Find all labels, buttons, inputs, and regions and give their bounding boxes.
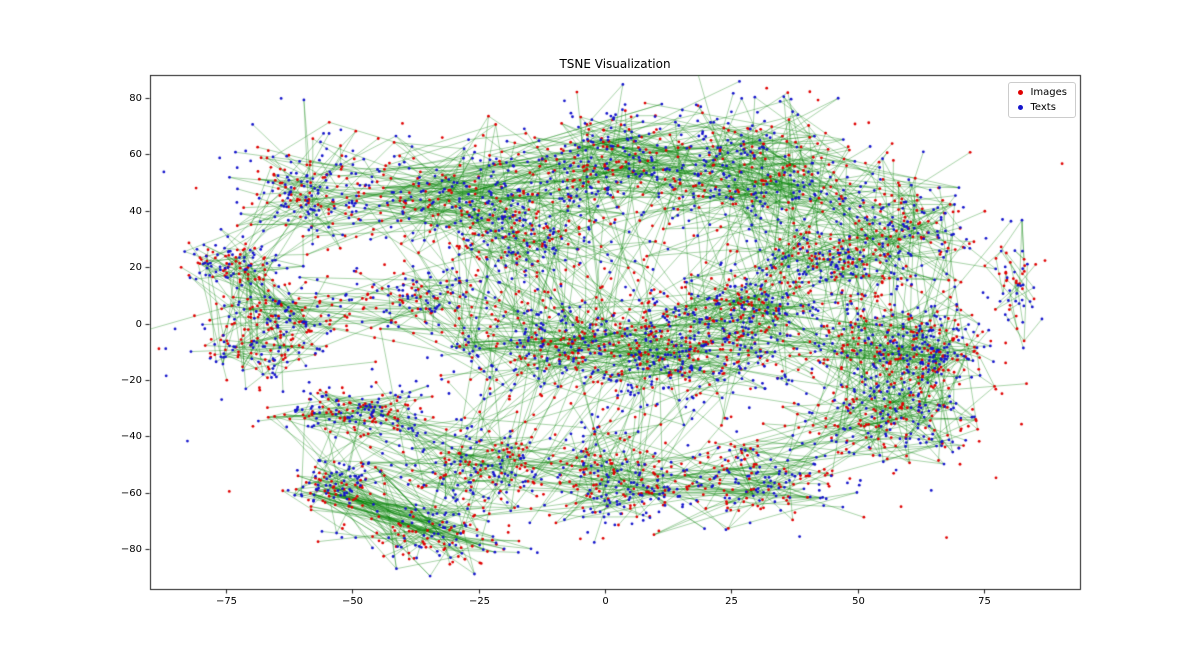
x-tick-label: −50 [341, 596, 364, 607]
y-tick-label: −40 [120, 430, 142, 442]
legend-item-images: Images [1015, 87, 1067, 98]
y-tick-label: 80 [129, 92, 142, 104]
x-tick-label: 25 [725, 596, 738, 607]
x-tick-label: 0 [602, 596, 609, 607]
y-tick-label: 20 [129, 261, 142, 273]
y-tick-label: −20 [120, 374, 142, 386]
texts-marker-icon [1018, 105, 1024, 110]
legend: Images Texts [1008, 82, 1076, 118]
legend-label-images: Images [1030, 87, 1067, 98]
y-tick-label: 40 [129, 205, 142, 217]
legend-item-texts: Texts [1015, 102, 1067, 113]
plot-title: TSNE Visualization [559, 57, 671, 71]
y-tick-label: −80 [120, 543, 142, 555]
y-tick-label: 0 [135, 318, 142, 330]
legend-label-texts: Texts [1030, 102, 1056, 113]
x-tick-label: 50 [852, 596, 865, 607]
x-tick-label: −25 [468, 596, 491, 607]
y-tick-label: 60 [129, 148, 142, 160]
x-tick-label: 75 [978, 596, 991, 607]
y-tick-label: −60 [120, 487, 142, 499]
images-marker-icon [1018, 90, 1024, 95]
x-tick-label: −75 [215, 596, 238, 607]
